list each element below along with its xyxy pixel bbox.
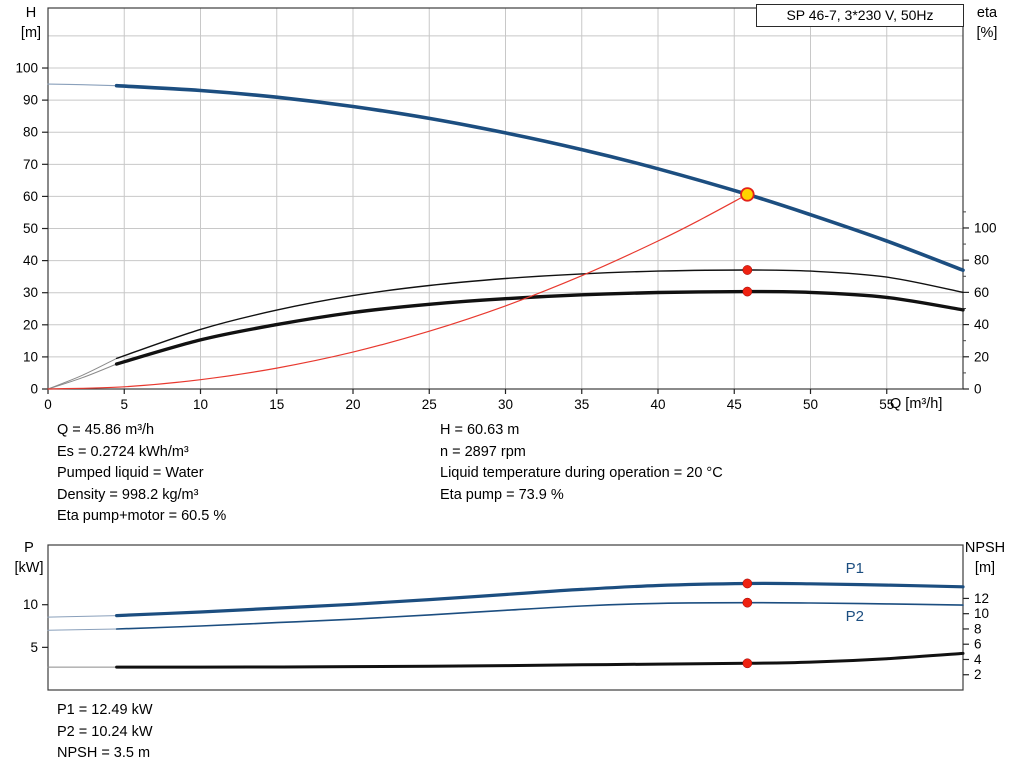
h-axis-name: H bbox=[25, 5, 37, 21]
duty-system-curve bbox=[47, 193, 748, 390]
eta-pump-leadin bbox=[47, 357, 118, 390]
npsh-axis-name: NPSH bbox=[964, 540, 1006, 556]
y-left-tick-label: 10 bbox=[23, 349, 38, 364]
y-left-tick-label: 90 bbox=[23, 93, 38, 108]
y-left-tick-label: 0 bbox=[30, 382, 38, 397]
y-left-tick-label: 100 bbox=[15, 61, 38, 76]
p1-curve bbox=[115, 581, 965, 618]
info-density: Density = 998.2 kg/m³ bbox=[57, 486, 199, 503]
y-right-tick-label: 6 bbox=[974, 637, 982, 652]
series-label-P1: P1 bbox=[846, 560, 864, 577]
info-n: n = 2897 rpm bbox=[440, 443, 526, 460]
info-block-left: Q = 45.86 m³/h Es = 0.2724 kWh/m³ Pumped… bbox=[57, 420, 226, 528]
y-left-tick-label: 50 bbox=[23, 221, 38, 236]
y-right-tick-label: 8 bbox=[974, 621, 982, 636]
info-q: Q = 45.86 m³/h bbox=[57, 422, 155, 438]
x-tick-label: 0 bbox=[44, 397, 52, 412]
series-label-P2: P2 bbox=[846, 608, 864, 625]
info-es: Es = 0.2724 kWh/m³ bbox=[57, 443, 189, 460]
duty-point[interactable] bbox=[740, 187, 755, 202]
h-curve-leadin bbox=[47, 83, 118, 87]
x-tick-label: 15 bbox=[269, 397, 284, 412]
y-left-tick-label: 70 bbox=[23, 157, 38, 172]
y-right-tick-label: 20 bbox=[974, 349, 989, 364]
p-axis-label: P [kW] bbox=[10, 538, 48, 578]
q-axis-label: Q [m³/h] bbox=[890, 396, 943, 412]
info-block-right: H = 60.63 m n = 2897 rpm Liquid temperat… bbox=[440, 420, 723, 506]
p2-curve bbox=[115, 601, 964, 630]
p-axis-unit: [kW] bbox=[14, 560, 44, 576]
y-left-tick-label: 60 bbox=[23, 189, 38, 204]
p2-leadin bbox=[47, 628, 118, 631]
p1-point bbox=[742, 578, 753, 589]
h-curve bbox=[114, 83, 965, 272]
y-left-tick-label: 40 bbox=[23, 253, 38, 268]
y-right-tick-label: 0 bbox=[974, 382, 982, 397]
eta-pump-motor-curve bbox=[114, 289, 965, 366]
y-left-tick-label: 10 bbox=[23, 597, 38, 612]
eta-pump-motor-leadin bbox=[47, 363, 118, 390]
y-left-tick-label: 30 bbox=[23, 285, 38, 300]
x-tick-label: 30 bbox=[498, 397, 513, 412]
eta-pump-motor-point bbox=[742, 286, 753, 297]
y-right-tick-label: 10 bbox=[974, 606, 989, 621]
x-tick-label: 25 bbox=[422, 397, 437, 412]
x-tick-label: 50 bbox=[803, 397, 818, 412]
y-right-tick-label: 12 bbox=[974, 591, 989, 606]
info-npsh: NPSH = 3.5 m bbox=[57, 745, 151, 761]
eta-pump-curve bbox=[115, 269, 964, 360]
y-right-tick-label: 4 bbox=[974, 652, 982, 667]
eta-axis-label: eta [%] bbox=[964, 3, 1010, 43]
h-axis-label: H [m] bbox=[14, 3, 48, 43]
npsh-point bbox=[742, 658, 753, 669]
info-eta-pump: Eta pump = 73.9 % bbox=[440, 486, 564, 503]
x-tick-label: 45 bbox=[727, 397, 742, 412]
info-block-bottom: P1 = 12.49 kW P2 = 10.24 kW NPSH = 3.5 m bbox=[57, 700, 153, 765]
x-tick-label: 40 bbox=[650, 397, 665, 412]
pump-title-box: SP 46-7, 3*230 V, 50Hz bbox=[756, 4, 964, 27]
npsh-axis-unit: [m] bbox=[974, 560, 996, 576]
info-liquid-temp: Liquid temperature during operation = 20… bbox=[440, 465, 723, 481]
h-axis-unit: [m] bbox=[20, 25, 42, 41]
y-right-tick-label: 100 bbox=[974, 220, 997, 235]
info-eta-pump-motor: Eta pump+motor = 60.5 % bbox=[57, 508, 227, 524]
eta-axis-name: eta bbox=[976, 5, 998, 21]
p2-point bbox=[742, 597, 753, 608]
info-h: H = 60.63 m bbox=[440, 422, 520, 438]
info-pumped-liquid: Pumped liquid = Water bbox=[57, 465, 204, 481]
x-tick-label: 55 bbox=[879, 397, 894, 412]
info-p2: P2 = 10.24 kW bbox=[57, 723, 153, 740]
eta-pump-point bbox=[742, 265, 753, 275]
y-right-tick-label: 60 bbox=[974, 285, 989, 300]
x-tick-label: 5 bbox=[120, 397, 128, 412]
y-right-tick-label: 80 bbox=[974, 253, 989, 268]
p1-leadin bbox=[47, 615, 118, 618]
y-right-tick-label: 40 bbox=[974, 317, 989, 332]
npsh-curve bbox=[115, 651, 965, 669]
y-right-tick-label: 2 bbox=[974, 667, 982, 682]
p-axis-name: P bbox=[24, 540, 34, 556]
y-left-tick-label: 5 bbox=[30, 640, 38, 655]
y-left-tick-label: 20 bbox=[23, 317, 38, 332]
x-tick-label: 10 bbox=[193, 397, 208, 412]
eta-axis-unit: [%] bbox=[976, 25, 998, 41]
x-tick-label: 35 bbox=[574, 397, 589, 412]
info-p1: P1 = 12.49 kW bbox=[57, 702, 153, 718]
x-tick-label: 20 bbox=[345, 397, 360, 412]
y-left-tick-label: 80 bbox=[23, 125, 38, 140]
npsh-axis-label: NPSH [m] bbox=[956, 538, 1014, 578]
